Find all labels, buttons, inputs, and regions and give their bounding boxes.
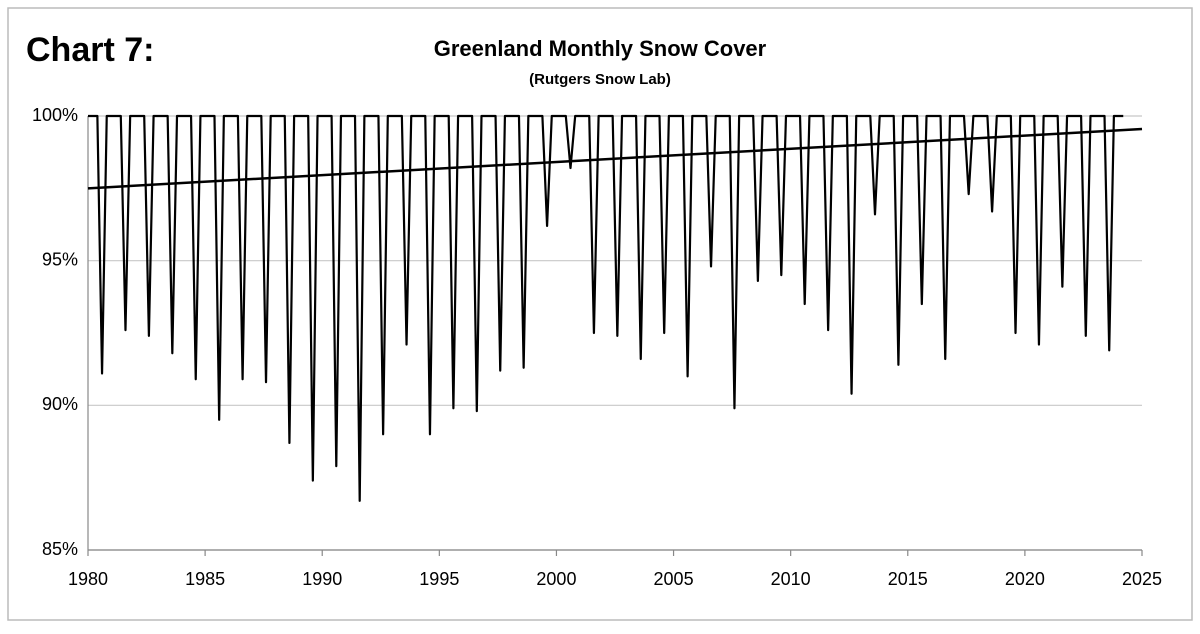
x-tick-label: 2015 [888, 569, 928, 589]
x-tick-label: 1990 [302, 569, 342, 589]
y-tick-label: 90% [42, 394, 78, 414]
series-line [87, 127, 1143, 190]
x-tick-label: 1980 [68, 569, 108, 589]
series-line [88, 114, 1124, 502]
x-tick-label: 2010 [771, 569, 811, 589]
chart-title: Greenland Monthly Snow Cover [434, 36, 767, 61]
chart-border [7, 7, 1193, 621]
x-tick-label: 2020 [1005, 569, 1045, 589]
chart-annotation: Chart 7: [26, 31, 154, 69]
y-tick-label: 100% [32, 105, 78, 125]
chart-subtitle: (Rutgers Snow Lab) [529, 71, 671, 88]
y-tick-label: 95% [42, 249, 78, 269]
x-tick-label: 2000 [536, 569, 576, 589]
y-tick-label: 85% [42, 539, 78, 559]
x-tick-label: 2025 [1122, 569, 1162, 589]
x-tick-label: 1985 [185, 569, 225, 589]
x-tick-label: 2005 [654, 569, 694, 589]
x-tick-label: 1995 [419, 569, 459, 589]
